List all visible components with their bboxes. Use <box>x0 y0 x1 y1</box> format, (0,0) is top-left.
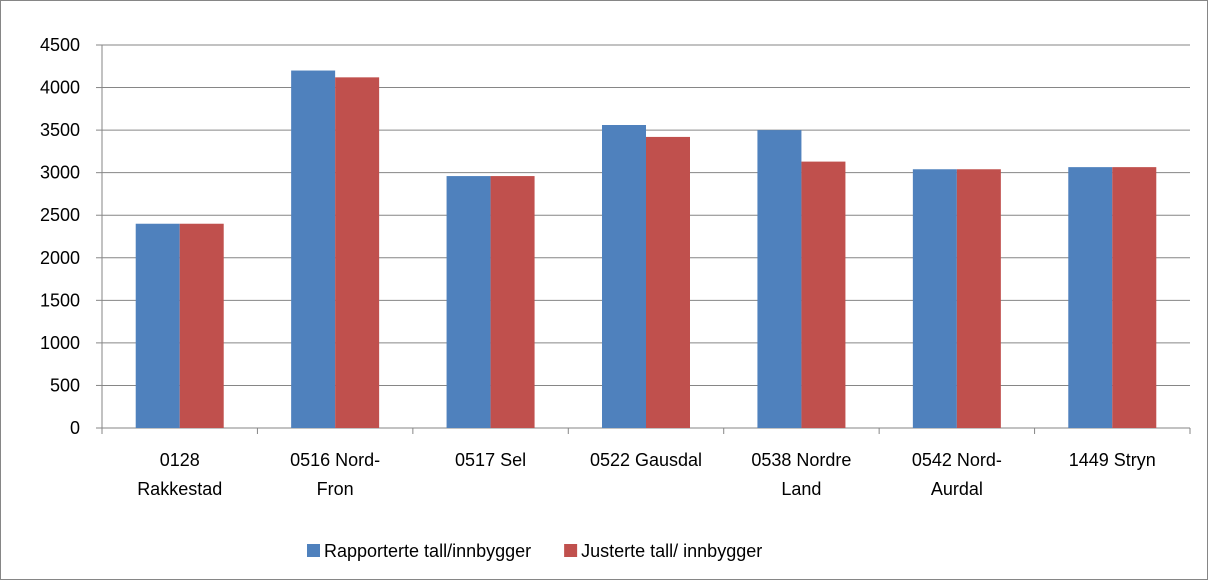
bar <box>602 125 646 428</box>
bar <box>446 176 491 428</box>
y-tick-label: 4000 <box>40 78 80 98</box>
y-tick-label: 3500 <box>40 120 80 140</box>
x-tick-label: Aurdal <box>931 479 983 499</box>
bar <box>1068 167 1113 428</box>
x-tick-label: 0538 Nordre <box>751 450 851 470</box>
bar <box>757 130 802 428</box>
y-tick-label: 1500 <box>40 290 80 310</box>
x-tick-label: Land <box>781 479 821 499</box>
x-tick-label: Fron <box>317 479 354 499</box>
y-tick-label: 4500 <box>40 35 80 55</box>
x-tick-label: 0542 Nord- <box>912 450 1002 470</box>
y-tick-label: 1000 <box>40 333 80 353</box>
y-tick-label: 3000 <box>40 163 80 183</box>
legend-swatch <box>564 544 578 557</box>
bar <box>135 223 180 428</box>
bar <box>179 223 224 428</box>
bar <box>490 176 535 428</box>
bar <box>646 136 690 429</box>
y-tick-label: 2500 <box>40 205 80 225</box>
bar <box>1112 167 1157 428</box>
bar <box>912 169 957 429</box>
legend-label: Rapporterte tall/innbygger <box>324 541 531 561</box>
y-tick-label: 500 <box>50 375 80 395</box>
y-tick-label: 0 <box>70 418 80 438</box>
bar <box>956 169 1001 429</box>
x-tick-label: Rakkestad <box>137 479 222 499</box>
x-tick-label: 1449 Stryn <box>1069 450 1156 470</box>
x-tick-label: 0517 Sel <box>455 450 526 470</box>
x-tick-label: 0522 Gausdal <box>590 450 702 470</box>
y-tick-label: 2000 <box>40 248 80 268</box>
x-tick-label: 0128 <box>160 450 200 470</box>
bar <box>801 161 846 428</box>
bar <box>335 77 380 428</box>
x-tick-label: 0516 Nord- <box>290 450 380 470</box>
legend-swatch <box>307 544 320 557</box>
bar <box>291 70 336 429</box>
legend-label: Justerte tall/ innbygger <box>581 541 762 561</box>
